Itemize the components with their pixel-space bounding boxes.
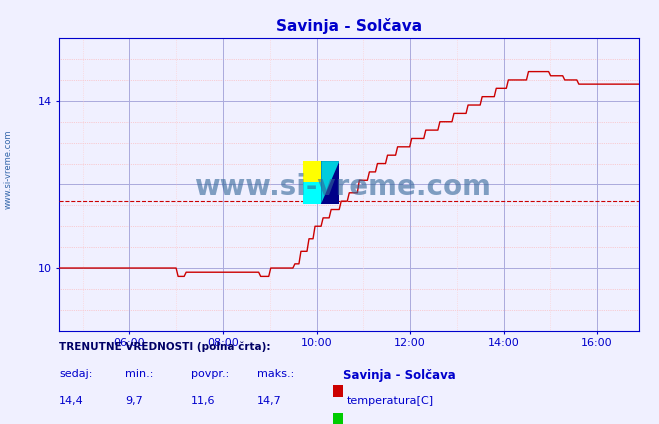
- Bar: [303, 182, 322, 204]
- Text: TRENUTNE VREDNOSTI (polna črta):: TRENUTNE VREDNOSTI (polna črta):: [59, 341, 271, 352]
- Text: www.si-vreme.com: www.si-vreme.com: [3, 130, 13, 209]
- Text: maks.:: maks.:: [257, 369, 295, 379]
- Text: Savinja - Solčava: Savinja - Solčava: [343, 369, 455, 382]
- Text: min.:: min.:: [125, 369, 154, 379]
- Bar: [303, 161, 322, 182]
- Text: 14,4: 14,4: [59, 396, 84, 407]
- Polygon shape: [322, 161, 339, 204]
- Text: 14,7: 14,7: [257, 396, 282, 407]
- Title: Savinja - Solčava: Savinja - Solčava: [276, 18, 422, 34]
- Text: povpr.:: povpr.:: [191, 369, 229, 379]
- Text: 11,6: 11,6: [191, 396, 215, 407]
- Text: temperatura[C]: temperatura[C]: [347, 396, 434, 407]
- Text: www.si-vreme.com: www.si-vreme.com: [194, 173, 491, 201]
- Bar: [322, 161, 339, 204]
- Text: sedaj:: sedaj:: [59, 369, 93, 379]
- Text: 9,7: 9,7: [125, 396, 143, 407]
